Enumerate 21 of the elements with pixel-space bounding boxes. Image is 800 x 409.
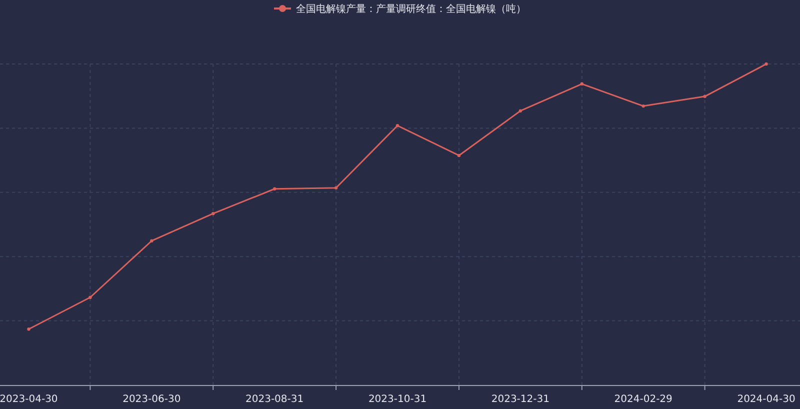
point [396, 124, 400, 128]
point [764, 62, 768, 66]
point [150, 239, 154, 242]
point [518, 109, 522, 112]
point [27, 328, 30, 331]
point [212, 212, 215, 216]
x-tick-label: 2024-04-30 [737, 394, 796, 405]
point [272, 187, 276, 190]
x-tick-label: 2023-06-30 [122, 394, 181, 405]
point [334, 186, 338, 190]
point [703, 94, 706, 98]
x-tick-label: 2023-12-31 [491, 394, 550, 405]
legend-label: 全国电解镍产量：产量调研终值：全国电解镍（吨） [296, 3, 526, 15]
point [88, 296, 92, 299]
x-tick-label: 2023-08-31 [246, 394, 304, 405]
point [580, 82, 584, 86]
x-tick-label: 2023-04-30 [0, 394, 58, 405]
x-tick-label: 2024-02-29 [614, 394, 672, 405]
x-tick-label: 2023-10-31 [368, 394, 427, 405]
point [457, 154, 461, 158]
point [642, 104, 645, 108]
